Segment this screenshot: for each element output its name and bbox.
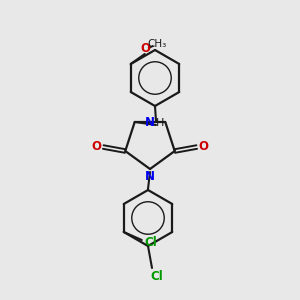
Text: N: N — [145, 116, 155, 130]
Text: Cl: Cl — [151, 269, 164, 283]
Text: Cl: Cl — [144, 236, 157, 248]
Text: O: O — [141, 43, 151, 56]
Text: O: O — [199, 140, 209, 152]
Text: O: O — [91, 140, 101, 152]
Text: N: N — [145, 170, 155, 183]
Text: CH₃: CH₃ — [147, 39, 167, 49]
Text: H: H — [156, 118, 164, 128]
